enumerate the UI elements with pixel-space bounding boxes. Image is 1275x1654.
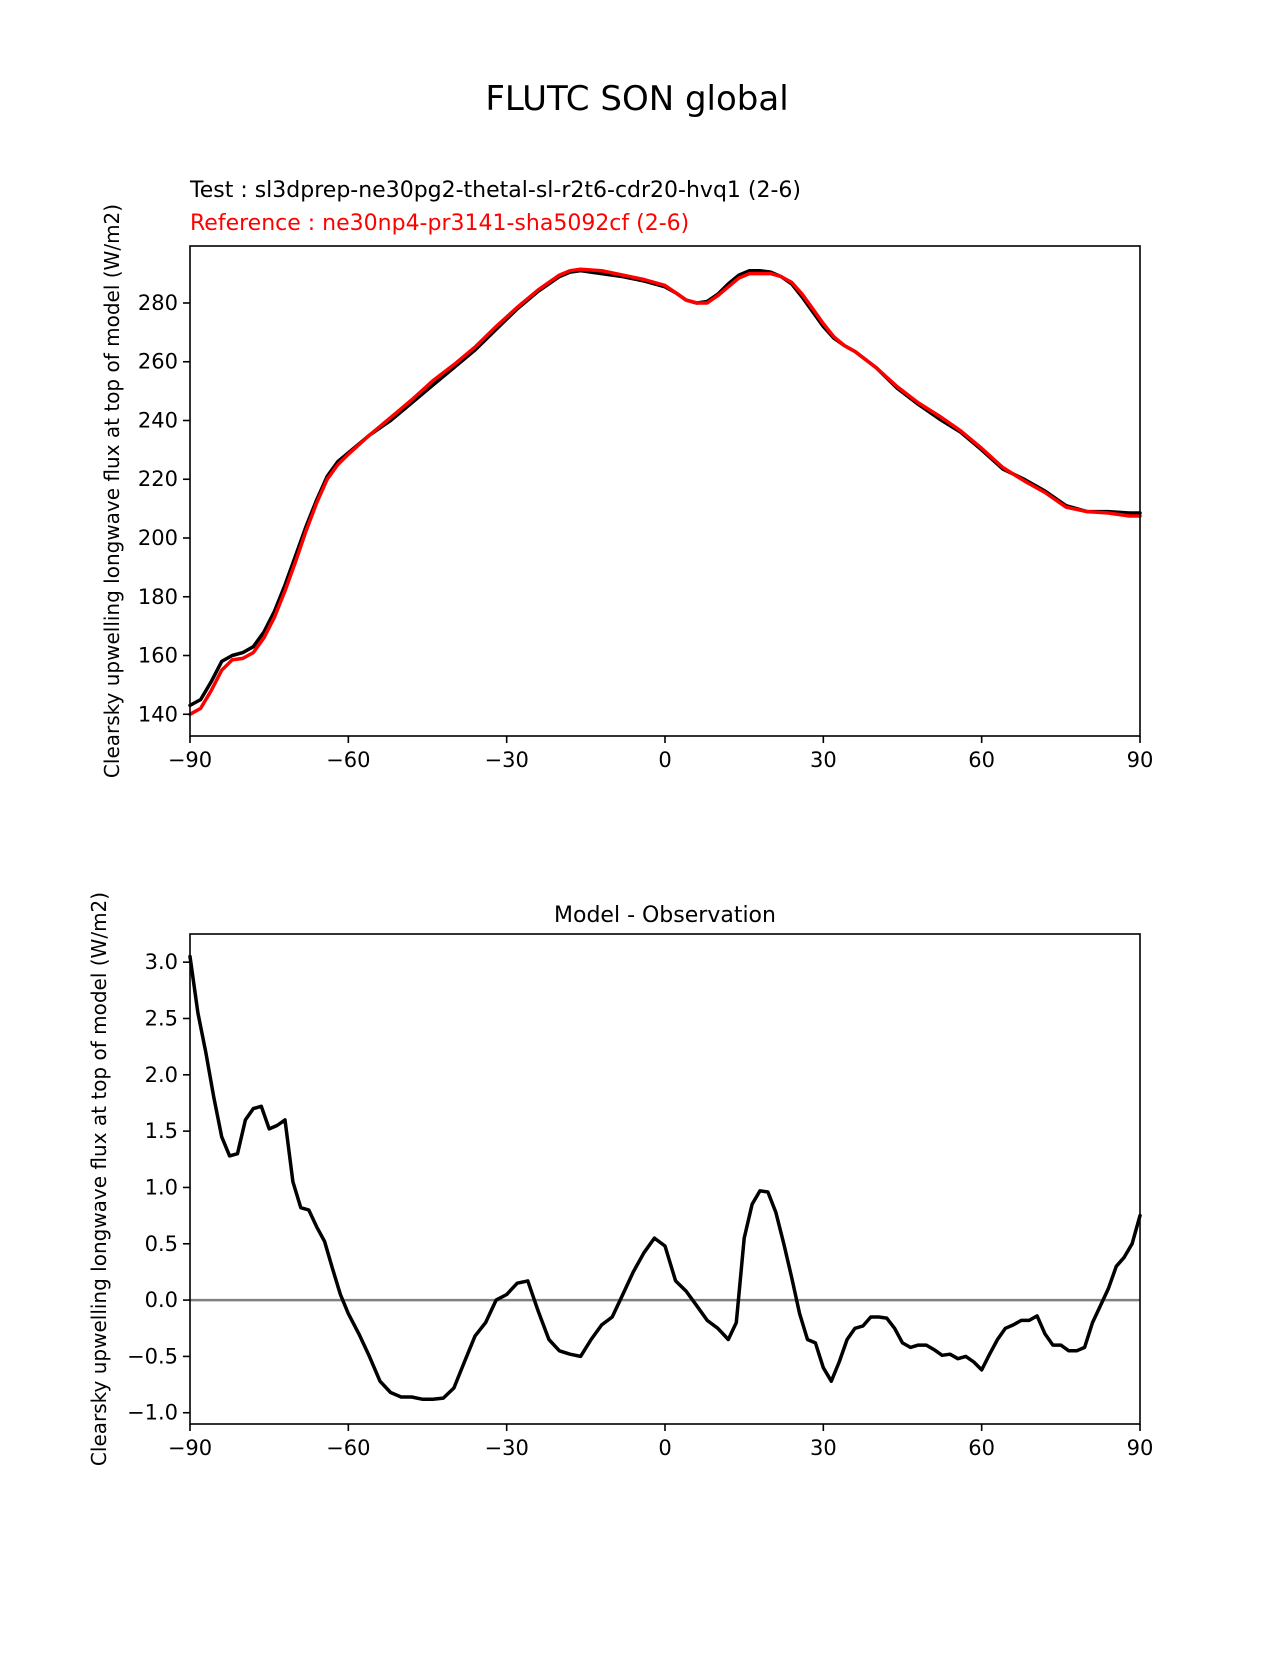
bottom-chart-title: Model - Observation	[554, 903, 776, 928]
top-x-tick-label: 90	[1127, 748, 1154, 772]
bottom-axes-frame	[189, 933, 1141, 1425]
top-x-tick-label: −30	[485, 748, 529, 772]
top-y-tick-label: 180	[138, 585, 178, 609]
top-y-tick-label: 140	[138, 702, 178, 726]
bottom-y-tick-label: 1.5	[145, 1119, 178, 1143]
bottom-y-tick-label: 3.0	[145, 950, 178, 974]
bottom-y-tick-label: 0.0	[145, 1288, 178, 1312]
top-y-tick-label: 260	[138, 350, 178, 374]
top-series-line-0	[188, 268, 1142, 708]
top-y-tick-label: 160	[138, 644, 178, 668]
top-y-tick-label: 220	[138, 467, 178, 491]
bottom-y-tick-label: −1.0	[127, 1401, 178, 1425]
bottom-y-tick-label: 0.5	[145, 1232, 178, 1256]
top-x-tick-label: 0	[658, 748, 671, 772]
bottom-x-tick-label: 60	[968, 1436, 995, 1460]
top-y-tick-label: 200	[138, 526, 178, 550]
top-x-tick-label: 30	[810, 748, 837, 772]
top-y-axis-label: Clearsky upwelling longwave flux at top …	[100, 204, 124, 778]
top-x-tick-label: −90	[168, 748, 212, 772]
top-x-tick-label: 60	[968, 748, 995, 772]
bottom-x-tick-label: 30	[810, 1436, 837, 1460]
bottom-x-tick-label: 0	[658, 1436, 671, 1460]
bottom-y-tick-label: −0.5	[127, 1344, 178, 1368]
top-panel: −90 −60 −30 0 30 60 90 140 160 180 200 220 240 260 280…	[100, 204, 1153, 778]
bottom-y-tick-label: 1.0	[145, 1175, 178, 1199]
reference-label: Reference : ne30np4-pr3141-sha5092cf (2-…	[190, 211, 689, 236]
figure-title: FLUTC SON global	[485, 79, 788, 119]
test-label: Test : sl3dprep-ne30pg2-thetal-sl-r2t6-c…	[189, 178, 801, 203]
bottom-x-tick-label: −90	[168, 1436, 212, 1460]
bottom-y-tick-label: 2.0	[145, 1063, 178, 1087]
top-series-line-1	[188, 267, 1142, 717]
bottom-x-tick-label: 90	[1127, 1436, 1154, 1460]
top-axes-frame	[189, 245, 1141, 737]
top-y-tick-label: 240	[138, 408, 178, 432]
bottom-y-axis-label: Clearsky upwelling longwave flux at top …	[87, 892, 111, 1466]
top-y-tick-label: 280	[138, 291, 178, 315]
bottom-y-tick-label: 2.5	[145, 1006, 178, 1030]
bottom-series-line-0	[188, 954, 1142, 1401]
bottom-x-tick-label: −60	[326, 1436, 370, 1460]
top-x-tick-label: −60	[326, 748, 370, 772]
bottom-x-tick-label: −30	[485, 1436, 529, 1460]
bottom-panel: −90 −60 −30 0 30 60 90 −1.0 −0.5 0.0 0.5 1.0 1.5 2.0 2…	[87, 892, 1153, 1466]
